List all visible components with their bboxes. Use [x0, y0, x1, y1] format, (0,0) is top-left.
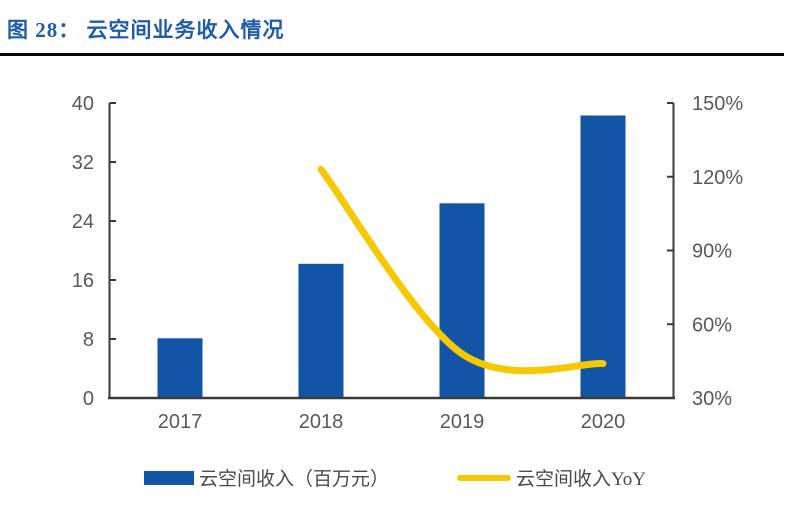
category-label: 2017	[158, 411, 203, 433]
legend-line-swatch	[456, 474, 511, 481]
right-axis-tick-label: 30%	[692, 388, 732, 410]
right-axis-tick-label: 90%	[692, 241, 732, 263]
left-axis-tick-label: 40	[72, 93, 94, 115]
legend-bar-swatch	[143, 470, 194, 485]
right-axis-tick-label: 60%	[692, 314, 732, 336]
category-label: 2020	[581, 411, 626, 433]
left-axis-tick-label: 16	[72, 270, 94, 292]
legend-label-revenue: 云空间收入（百万元）	[198, 469, 389, 490]
category-label: 2019	[440, 411, 485, 433]
bar-2019	[439, 203, 485, 398]
category-label: 2018	[299, 411, 344, 433]
right-axis-tick-label: 120%	[692, 167, 743, 189]
bar-2017	[157, 338, 203, 398]
chart-legend: 云空间收入（百万元） 云空间收入YoY	[0, 464, 790, 491]
left-axis-tick-label: 0	[83, 388, 94, 410]
legend-item-revenue: 云空间收入（百万元）	[143, 464, 389, 491]
yoy-line	[317, 165, 607, 375]
left-axis-tick-label: 8	[83, 329, 94, 351]
left-axis-tick-label: 24	[72, 211, 94, 233]
figure-title: 图 28： 云空间业务收入情况	[7, 18, 285, 42]
bar-2020	[580, 115, 626, 398]
title-underline	[0, 53, 784, 56]
legend-label-yoy: 云空间收入YoY	[515, 469, 647, 490]
right-axis-tick-label: 150%	[692, 93, 743, 115]
left-axis-tick-label: 32	[72, 152, 94, 174]
bar-2018	[298, 263, 344, 398]
legend-item-yoy: 云空间收入YoY	[456, 464, 647, 491]
